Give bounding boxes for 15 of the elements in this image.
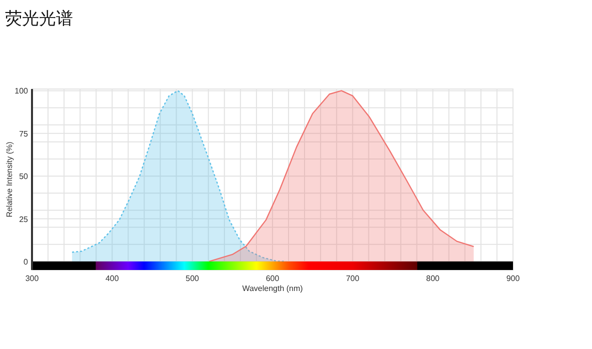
x-tick-label: 900: [506, 274, 520, 283]
x-tick-label: 500: [186, 274, 200, 283]
y-tick-label: 100: [14, 86, 29, 96]
y-tick-label: 50: [19, 172, 29, 182]
y-axis-title: Relative Intensity (%): [5, 141, 14, 218]
x-tick-label: 700: [346, 274, 360, 283]
x-axis-title: Wavelength (nm): [242, 284, 304, 293]
x-tick-label: 800: [426, 274, 440, 283]
x-tick-label: 600: [266, 274, 280, 283]
y-tick-label: 75: [19, 129, 29, 138]
y-tick-label: 0: [24, 257, 29, 266]
x-tick-label: 300: [25, 274, 40, 283]
y-tick-label: 25: [19, 214, 29, 224]
x-tick-label: 400: [105, 274, 120, 283]
title: 荧光光谱: [5, 9, 73, 29]
